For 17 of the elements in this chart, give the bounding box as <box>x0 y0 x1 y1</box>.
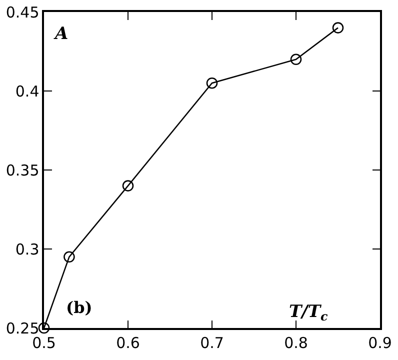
y-tick-label: 0.35 <box>6 161 40 180</box>
point <box>122 180 134 192</box>
point <box>38 322 50 334</box>
point <box>64 251 75 263</box>
x-tick-label: 0.6 <box>116 334 140 352</box>
y-axis-title: A <box>53 24 68 44</box>
point <box>206 77 218 89</box>
x-tick-label: 0.9 <box>368 334 392 352</box>
x-tick-label: 0.7 <box>200 334 224 352</box>
y-tick-label: 0.3 <box>15 240 40 258</box>
y-tick-label: 0.45 <box>6 3 40 22</box>
x-tick-label: 0.8 <box>284 334 308 352</box>
point <box>332 22 344 34</box>
y-tick-label: 0.4 <box>15 82 40 100</box>
annotation: (b) <box>66 298 92 317</box>
x-axis-title: T/T$_{c}$ <box>289 302 329 324</box>
point <box>290 54 302 66</box>
